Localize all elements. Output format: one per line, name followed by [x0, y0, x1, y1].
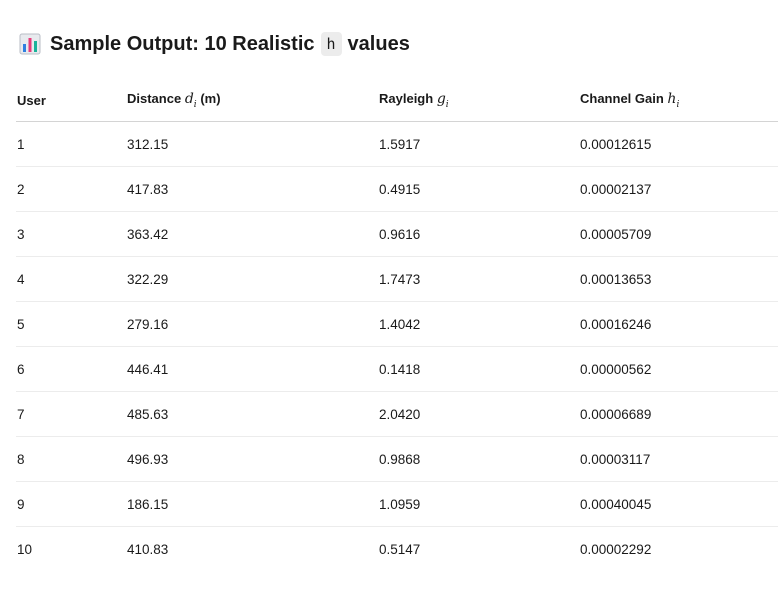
header-distance-unit: (m) — [200, 91, 221, 107]
table-row: 3 363.42 0.9616 0.00005709 — [16, 211, 778, 257]
page-heading: Sample Output: 10 Realistic h values — [19, 30, 410, 58]
cell-user: 1 — [16, 121, 126, 167]
cell-rayleigh: 0.5147 — [379, 541, 421, 557]
table-row: 2 417.83 0.4915 0.00002137 — [16, 166, 778, 212]
header-rayleigh-label: Rayleigh — [379, 91, 434, 107]
header-user-label: User — [17, 93, 46, 108]
cell-user: 7 — [16, 391, 126, 437]
cell-distance: 446.41 — [126, 346, 378, 392]
cell-distance: 496.93 — [126, 436, 378, 482]
cell-distance: 417.83 — [126, 166, 378, 212]
table-header-row: User Distance di (m) Rayleigh gi Channel… — [16, 80, 778, 122]
table-row: 6 446.41 0.1418 0.00000562 — [16, 346, 778, 392]
heading-code: h — [320, 32, 342, 56]
cell-user: 9 — [16, 481, 126, 527]
header-distance-label: Distance — [127, 91, 182, 107]
cell-gain: 0.00002137 — [579, 166, 778, 212]
cell-distance: 485.63 — [126, 391, 378, 437]
channel-gain-table-container: User Distance di (m) Rayleigh gi Channel… — [16, 80, 778, 571]
header-gain-label: Channel Gain — [580, 91, 664, 107]
cell-rayleigh: 2.0420 — [378, 391, 579, 437]
heading-prefix: Sample Output: 10 Realistic — [50, 32, 315, 55]
cell-rayleigh: 1.5917 — [378, 121, 579, 167]
cell-gain: 0.00006689 — [579, 391, 778, 437]
cell-gain: 0.00013653 — [579, 256, 778, 302]
cell-rayleigh: 0.1418 — [378, 346, 579, 392]
cell-gain: 0.00005709 — [579, 211, 778, 257]
cell-distance: 363.42 — [126, 211, 378, 257]
table-row: 8 496.93 0.9868 0.00003117 — [16, 436, 778, 482]
gain-var: h — [667, 91, 677, 108]
cell-rayleigh: 1.7473 — [378, 256, 579, 302]
cell-user: 3 — [16, 211, 126, 257]
table-row: 9 186.15 1.0959 0.00040045 — [16, 481, 778, 527]
header-channel-gain: Channel Gain hi — [579, 80, 778, 122]
cell-rayleigh: 0.9616 — [378, 211, 579, 257]
heading-suffix: values — [347, 32, 410, 55]
cell-gain: 0.00016246 — [579, 301, 778, 347]
cell-rayleigh: 0.9868 — [378, 436, 579, 482]
table-row: 10 410.83 0.5147 0.00002292 — [16, 527, 778, 572]
cell-user: 2 — [16, 166, 126, 212]
cell-user: 8 — [16, 436, 126, 482]
distance-sub: i — [193, 99, 197, 110]
header-gain-math: hi — [667, 91, 680, 110]
bar-chart-icon — [19, 33, 41, 55]
header-rayleigh: Rayleigh gi — [378, 80, 579, 122]
gain-sub: i — [676, 99, 680, 110]
table-row: 1 312.15 1.5917 0.00012615 — [16, 121, 778, 167]
channel-gain-table: User Distance di (m) Rayleigh gi Channel… — [16, 80, 778, 571]
cell-rayleigh: 1.0959 — [378, 481, 579, 527]
header-user: User — [16, 80, 126, 122]
table-row: 5 279.16 1.4042 0.00016246 — [16, 301, 778, 347]
cell-rayleigh: 1.4042 — [378, 301, 579, 347]
cell-distance: 312.15 — [126, 121, 378, 167]
cell-user: 5 — [16, 301, 126, 347]
cell-gain: 0.00012615 — [579, 121, 778, 167]
cell-distance: 186.15 — [126, 481, 378, 527]
cell-user: 6 — [16, 346, 126, 392]
header-distance: Distance di (m) — [126, 80, 378, 122]
table-row: 7 485.63 2.0420 0.00006689 — [16, 391, 778, 437]
rayleigh-sub: i — [445, 99, 449, 110]
cell-user: 4 — [16, 256, 126, 302]
cell-distance: 410.83 — [127, 541, 169, 557]
table-row: 4 322.29 1.7473 0.00013653 — [16, 256, 778, 302]
cell-gain: 0.00002292 — [580, 541, 652, 557]
cell-user: 10 — [17, 541, 33, 557]
header-distance-math: di — [184, 91, 197, 110]
cell-gain: 0.00040045 — [579, 481, 778, 527]
cell-distance: 322.29 — [126, 256, 378, 302]
header-rayleigh-math: gi — [436, 91, 449, 110]
cell-rayleigh: 0.4915 — [378, 166, 579, 212]
distance-var: d — [184, 91, 194, 108]
rayleigh-var: g — [436, 91, 446, 108]
cell-gain: 0.00000562 — [579, 346, 778, 392]
cell-distance: 279.16 — [126, 301, 378, 347]
cell-gain: 0.00003117 — [579, 436, 778, 482]
